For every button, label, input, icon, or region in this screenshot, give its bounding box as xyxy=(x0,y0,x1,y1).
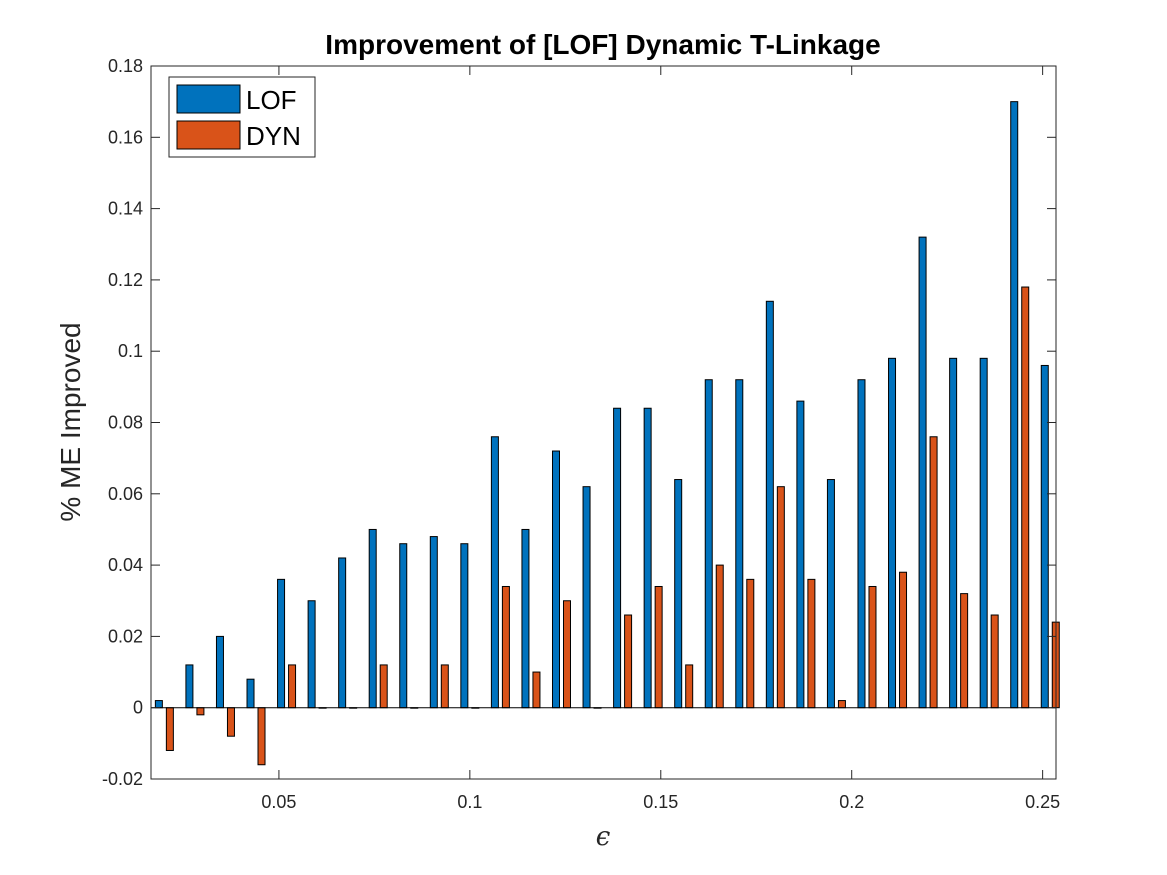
y-tick-label-3: 0.04 xyxy=(108,555,143,575)
bar-dyn-9 xyxy=(440,664,449,709)
bar-lof-14 xyxy=(582,486,591,709)
bar-lof-0 xyxy=(154,700,163,709)
bar-lof-7 xyxy=(368,528,377,709)
x-tick-label-4: 0.25 xyxy=(1025,792,1060,812)
y-tick-label-2: 0.02 xyxy=(108,626,143,646)
y-tick-label-0: -0.02 xyxy=(102,769,143,789)
bar-dyn-20 xyxy=(776,486,785,709)
bar-dyn-15 xyxy=(624,614,633,709)
x-tick-label-0: 0.05 xyxy=(261,792,296,812)
bar-dyn-27 xyxy=(990,614,999,709)
bar-lof-8 xyxy=(399,543,408,709)
bar-lof-12 xyxy=(521,528,530,709)
bar-lof-4 xyxy=(277,578,286,709)
bar-dyn-11 xyxy=(501,585,510,709)
y-tick-label-8: 0.14 xyxy=(108,199,143,219)
bar-lof-25 xyxy=(918,236,927,709)
bar-lof-16 xyxy=(643,407,652,709)
bars-group xyxy=(154,101,1060,766)
bar-lof-6 xyxy=(338,557,347,709)
bar-dyn-4 xyxy=(288,664,297,709)
bar-lof-29 xyxy=(1040,364,1049,709)
bar-lof-24 xyxy=(888,357,897,709)
legend-swatch-dyn xyxy=(176,120,241,150)
bar-dyn-26 xyxy=(960,593,969,709)
bar-dyn-3 xyxy=(257,707,266,766)
bar-lof-26 xyxy=(949,357,958,709)
bar-dyn-23 xyxy=(868,585,877,709)
bar-dyn-22 xyxy=(837,700,846,709)
chart-title: Improvement of [LOF] Dynamic T-Linkage xyxy=(325,29,880,60)
bar-lof-11 xyxy=(490,436,499,709)
bar-lof-20 xyxy=(765,300,774,709)
x-tick-label-3: 0.2 xyxy=(839,792,864,812)
bar-lof-18 xyxy=(704,379,713,709)
bar-lof-13 xyxy=(551,450,560,709)
bar-dyn-7 xyxy=(379,664,388,709)
bar-lof-1 xyxy=(185,664,194,709)
y-tick-label-6: 0.1 xyxy=(118,341,143,361)
bar-lof-19 xyxy=(735,379,744,709)
bar-dyn-28 xyxy=(1021,286,1030,709)
bar-dyn-25 xyxy=(929,436,938,709)
bar-dyn-17 xyxy=(685,664,694,709)
x-tick-label-1: 0.1 xyxy=(457,792,482,812)
y-tick-label-5: 0.08 xyxy=(108,413,143,433)
bar-lof-10 xyxy=(460,543,469,709)
y-tick-label-1: 0 xyxy=(133,698,143,718)
bar-lof-27 xyxy=(979,357,988,709)
bar-dyn-1 xyxy=(196,707,205,716)
bar-dyn-18 xyxy=(715,564,724,709)
y-axis-label: % ME Improved xyxy=(55,322,86,521)
bar-dyn-0 xyxy=(165,707,174,751)
bar-dyn-2 xyxy=(226,707,235,737)
bar-dyn-24 xyxy=(899,571,908,709)
x-axis-label: ϵ xyxy=(596,822,611,852)
bar-lof-5 xyxy=(307,600,316,709)
y-tick-label-10: 0.18 xyxy=(108,56,143,76)
bar-lof-2 xyxy=(215,635,224,709)
bar-dyn-16 xyxy=(654,585,663,709)
y-tick-label-7: 0.12 xyxy=(108,270,143,290)
bar-lof-23 xyxy=(857,379,866,709)
bar-lof-9 xyxy=(429,536,438,709)
bar-lof-28 xyxy=(1010,101,1019,709)
legend-label-dyn: DYN xyxy=(246,121,301,151)
bar-lof-21 xyxy=(796,400,805,709)
legend-swatch-lof xyxy=(176,84,241,114)
bar-dyn-19 xyxy=(746,578,755,709)
y-tick-label-4: 0.06 xyxy=(108,484,143,504)
y-tick-label-9: 0.16 xyxy=(108,127,143,147)
bar-lof-22 xyxy=(826,479,835,709)
x-tick-label-2: 0.15 xyxy=(643,792,678,812)
legend: LOF DYN xyxy=(168,76,316,158)
legend-label-lof: LOF xyxy=(246,85,297,115)
bar-dyn-13 xyxy=(562,600,571,709)
bar-lof-3 xyxy=(246,678,255,709)
bar-lof-15 xyxy=(613,407,622,709)
bar-lof-17 xyxy=(674,479,683,709)
bar-dyn-21 xyxy=(807,578,816,709)
bar-dyn-12 xyxy=(532,671,541,709)
ticks-group: -0.02 0 0.02 0.04 0.06 0.08 0.1 0.12 0.14 0.16 0.1… xyxy=(102,56,1060,812)
